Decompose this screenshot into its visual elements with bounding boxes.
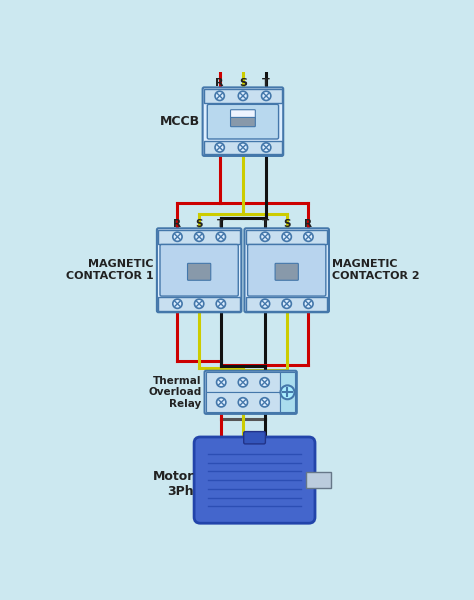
Circle shape bbox=[304, 299, 313, 308]
Bar bbox=[158, 230, 240, 244]
FancyBboxPatch shape bbox=[205, 371, 297, 414]
FancyBboxPatch shape bbox=[245, 229, 329, 312]
FancyBboxPatch shape bbox=[230, 110, 255, 119]
Bar bbox=[204, 140, 282, 154]
Bar bbox=[246, 297, 328, 311]
Circle shape bbox=[281, 385, 294, 399]
Circle shape bbox=[217, 377, 226, 387]
Text: MAGNETIC
CONTACTOR 2: MAGNETIC CONTACTOR 2 bbox=[332, 259, 419, 281]
FancyBboxPatch shape bbox=[230, 118, 255, 127]
Circle shape bbox=[173, 232, 182, 241]
Circle shape bbox=[282, 299, 292, 308]
Circle shape bbox=[217, 398, 226, 407]
Text: R: R bbox=[304, 218, 312, 229]
Circle shape bbox=[216, 299, 226, 308]
Circle shape bbox=[260, 377, 269, 387]
Circle shape bbox=[194, 299, 204, 308]
Text: R: R bbox=[215, 78, 224, 88]
Text: Motor
3Ph: Motor 3Ph bbox=[153, 470, 194, 498]
Bar bbox=[206, 372, 280, 392]
FancyBboxPatch shape bbox=[157, 229, 241, 312]
FancyBboxPatch shape bbox=[207, 104, 279, 139]
Circle shape bbox=[262, 143, 271, 152]
Circle shape bbox=[238, 398, 247, 407]
FancyBboxPatch shape bbox=[188, 263, 211, 280]
Circle shape bbox=[215, 143, 224, 152]
FancyBboxPatch shape bbox=[244, 431, 265, 444]
Circle shape bbox=[238, 377, 247, 387]
FancyBboxPatch shape bbox=[194, 437, 315, 523]
Circle shape bbox=[216, 232, 226, 241]
Text: T: T bbox=[261, 218, 269, 229]
Text: R: R bbox=[173, 218, 182, 229]
FancyBboxPatch shape bbox=[160, 244, 238, 296]
FancyBboxPatch shape bbox=[275, 263, 298, 280]
Circle shape bbox=[260, 398, 269, 407]
Text: T: T bbox=[262, 78, 270, 88]
Text: S: S bbox=[283, 218, 291, 229]
Circle shape bbox=[238, 91, 247, 100]
FancyBboxPatch shape bbox=[202, 88, 283, 156]
Bar bbox=[280, 372, 295, 412]
Text: S: S bbox=[239, 78, 247, 88]
Circle shape bbox=[304, 232, 313, 241]
Text: MCCB: MCCB bbox=[159, 115, 200, 128]
Bar bbox=[246, 230, 328, 244]
Bar bbox=[306, 472, 330, 488]
Text: T: T bbox=[217, 218, 225, 229]
Circle shape bbox=[282, 232, 292, 241]
Bar bbox=[206, 392, 280, 412]
Circle shape bbox=[260, 232, 270, 241]
Circle shape bbox=[260, 299, 270, 308]
Text: Thermal
Overload
Relay: Thermal Overload Relay bbox=[148, 376, 201, 409]
Circle shape bbox=[215, 91, 224, 100]
Circle shape bbox=[173, 299, 182, 308]
Circle shape bbox=[262, 91, 271, 100]
Bar bbox=[158, 297, 240, 311]
FancyBboxPatch shape bbox=[247, 244, 326, 296]
Text: S: S bbox=[195, 218, 203, 229]
Circle shape bbox=[238, 143, 247, 152]
Text: MAGNETIC
CONTACTOR 1: MAGNETIC CONTACTOR 1 bbox=[66, 259, 154, 281]
Circle shape bbox=[194, 232, 204, 241]
Bar bbox=[204, 89, 282, 103]
